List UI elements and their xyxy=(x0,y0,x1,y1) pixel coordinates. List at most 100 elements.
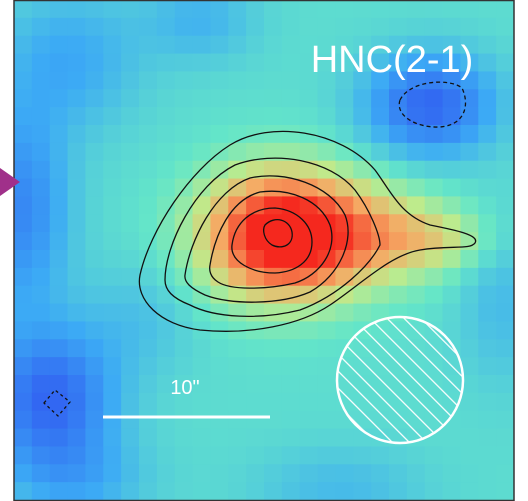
pixel xyxy=(264,375,282,393)
pixel xyxy=(425,464,443,482)
pixel xyxy=(353,214,371,232)
pixel xyxy=(68,107,86,125)
pixel xyxy=(157,446,175,464)
pixel xyxy=(210,339,228,357)
pixel xyxy=(478,18,496,36)
pixel xyxy=(371,196,389,214)
pixel xyxy=(496,196,514,214)
pixel xyxy=(335,232,353,250)
pixel xyxy=(407,125,425,143)
pixel xyxy=(371,161,389,179)
pixel xyxy=(353,89,371,107)
pixel xyxy=(175,446,193,464)
pixel xyxy=(157,339,175,357)
pixel xyxy=(193,286,211,304)
pixel xyxy=(318,482,336,500)
pixel xyxy=(246,250,264,268)
pixel xyxy=(103,268,121,286)
pixel xyxy=(210,482,228,500)
pixel xyxy=(443,161,461,179)
pixel xyxy=(407,143,425,161)
pixel xyxy=(121,89,139,107)
pixel xyxy=(264,393,282,411)
pixel xyxy=(246,36,264,54)
pixel xyxy=(478,393,496,411)
pixel xyxy=(139,36,157,54)
pixel xyxy=(68,196,86,214)
pixel xyxy=(425,179,443,197)
pixel xyxy=(389,250,407,268)
pixel xyxy=(193,143,211,161)
pixel xyxy=(228,464,246,482)
pixel xyxy=(14,161,32,179)
pixel xyxy=(121,161,139,179)
pixel xyxy=(353,446,371,464)
pixel xyxy=(14,36,32,54)
pixel xyxy=(50,214,68,232)
pixel xyxy=(264,268,282,286)
pixel xyxy=(139,0,157,18)
pixel xyxy=(50,54,68,72)
pixel xyxy=(264,446,282,464)
pixel xyxy=(335,107,353,125)
pixel xyxy=(371,107,389,125)
pixel xyxy=(496,446,514,464)
pixel xyxy=(228,411,246,429)
pixel xyxy=(32,429,50,447)
pixel xyxy=(210,125,228,143)
pixel xyxy=(228,214,246,232)
pixel xyxy=(32,143,50,161)
pixel xyxy=(443,304,461,322)
pixel xyxy=(193,357,211,375)
pixel xyxy=(139,446,157,464)
pixel xyxy=(121,232,139,250)
pixel xyxy=(335,196,353,214)
pixel xyxy=(50,411,68,429)
pixel xyxy=(68,179,86,197)
pixel xyxy=(210,179,228,197)
beam xyxy=(337,317,463,443)
pixel xyxy=(282,71,300,89)
pixel xyxy=(264,196,282,214)
pixel xyxy=(264,321,282,339)
pixel xyxy=(228,357,246,375)
pixel xyxy=(175,268,193,286)
pixel xyxy=(85,54,103,72)
pixel xyxy=(496,357,514,375)
pixel xyxy=(175,339,193,357)
pixel xyxy=(460,250,478,268)
pixel xyxy=(103,143,121,161)
pixel xyxy=(157,464,175,482)
pixel xyxy=(300,321,318,339)
pixel xyxy=(389,196,407,214)
pixel xyxy=(443,125,461,143)
pixel xyxy=(139,71,157,89)
pixel xyxy=(407,179,425,197)
pixel xyxy=(318,0,336,18)
pixel xyxy=(14,464,32,482)
pixel xyxy=(32,18,50,36)
pixel xyxy=(282,375,300,393)
pixel xyxy=(85,429,103,447)
pixel xyxy=(228,232,246,250)
pixel xyxy=(443,107,461,125)
pixel xyxy=(228,0,246,18)
pixel xyxy=(478,375,496,393)
pixel xyxy=(139,429,157,447)
pixel xyxy=(478,321,496,339)
pixel xyxy=(14,339,32,357)
pixel xyxy=(371,125,389,143)
pixel xyxy=(85,143,103,161)
pixel xyxy=(103,304,121,322)
pixel xyxy=(318,18,336,36)
pixel xyxy=(264,339,282,357)
pixel xyxy=(443,429,461,447)
pixel xyxy=(389,0,407,18)
pixel xyxy=(443,89,461,107)
pixel xyxy=(300,339,318,357)
pixel xyxy=(496,339,514,357)
pixel xyxy=(121,250,139,268)
pixel xyxy=(478,464,496,482)
pixel xyxy=(318,339,336,357)
pixel xyxy=(193,464,211,482)
